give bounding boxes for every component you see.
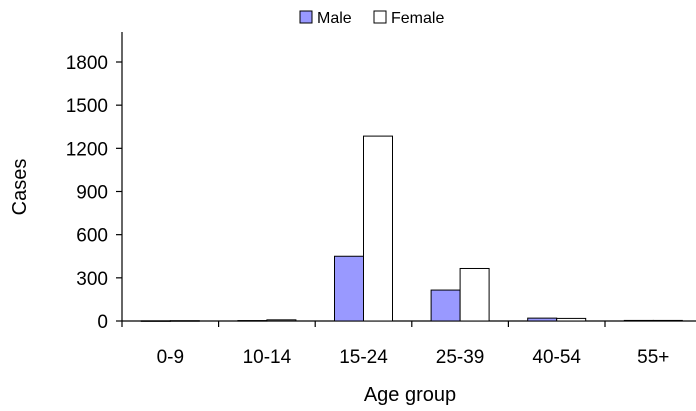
bar-female-0-9 xyxy=(169,320,200,322)
x-tick-label: 15-24 xyxy=(339,347,388,368)
x-axis: 0-9 10-14 15-24 25-39 40-54 55+ xyxy=(121,320,696,368)
bar-female-40-54 xyxy=(556,317,587,322)
y-tick-label: 1500 xyxy=(66,96,108,117)
x-tick-label: 40-54 xyxy=(532,347,581,368)
bar-male-55+ xyxy=(623,319,654,322)
bars xyxy=(140,135,683,322)
legend-swatch-male xyxy=(299,10,313,24)
y-tick-label: 300 xyxy=(76,269,108,290)
legend-label-male: Male xyxy=(317,10,352,27)
x-tick-label: 55+ xyxy=(637,347,669,368)
legend-swatch-female xyxy=(373,10,387,24)
y-axis-label: Cases xyxy=(9,159,31,216)
y-tick-label: 1800 xyxy=(66,53,108,74)
bar-male-25-39 xyxy=(430,289,461,322)
x-axis-label: Age group xyxy=(364,384,456,406)
x-tick-label: 0-9 xyxy=(157,347,184,368)
x-tick-label: 10-14 xyxy=(243,347,292,368)
y-axis: 0 300 600 900 1200 1500 1800 xyxy=(66,32,123,333)
y-tick-label: 900 xyxy=(76,183,108,204)
y-tick-label: 600 xyxy=(76,226,108,247)
bar-male-40-54 xyxy=(527,317,558,322)
bar-female-25-39 xyxy=(459,267,490,322)
x-tick-label: 25-39 xyxy=(436,347,485,368)
y-tick-label: 0 xyxy=(97,312,108,333)
bar-female-10-14 xyxy=(266,319,297,322)
y-tick-label: 1200 xyxy=(66,139,108,160)
legend: Male Female xyxy=(299,10,444,27)
legend-label-female: Female xyxy=(391,10,444,27)
bar-female-55+ xyxy=(652,319,683,322)
bar-male-0-9 xyxy=(140,320,171,322)
bar-female-15-24 xyxy=(363,135,393,322)
bar-male-10-14 xyxy=(237,320,268,322)
bar-male-15-24 xyxy=(334,255,364,322)
